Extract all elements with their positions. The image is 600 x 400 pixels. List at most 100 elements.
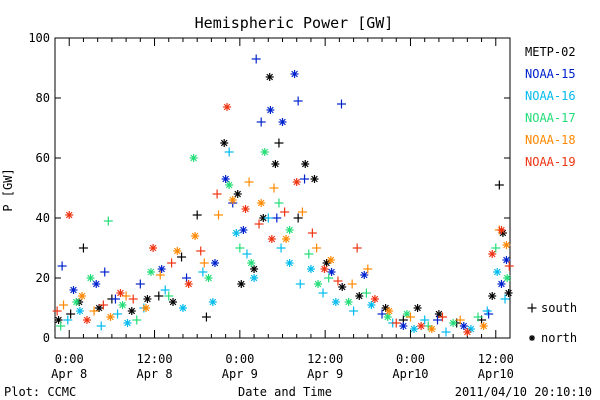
legend-entry-metp-02: METP-02 [525,45,576,59]
data-point-noaa-18-north [257,199,266,207]
data-point-noaa-18-north [173,247,182,255]
data-point-noaa-17-south [304,249,314,259]
series-legend: METP-02 NOAA-15 NOAA-16 NOAA-17 NOAA-18 NOAA-… [525,45,576,169]
star-stroke [314,280,322,288]
data-point-noaa-15-south [110,294,120,304]
data-point-noaa-17-south [164,291,174,301]
star-stroke [124,319,131,327]
x-tick-label-date: Apr10 [478,367,514,381]
data-point-noaa-18-north [326,256,335,264]
data-point-metp-02-south [78,243,88,253]
star-stroke [65,211,73,219]
data-point-noaa-15-north [459,322,468,330]
star-stroke [332,298,340,306]
star-stroke [261,148,269,156]
star-stroke [144,295,151,303]
y-axis: 0 20 40 60 80 100 [28,31,510,345]
data-point-noaa-17-south [324,273,334,283]
data-point-noaa-17-north [86,274,95,282]
star-stroke [257,199,265,207]
data-point-noaa-18-north [106,313,115,321]
data-point-metp-02-south [192,210,202,220]
data-point-noaa-19-north [223,103,232,111]
x-axis-label: Date and Time [238,385,332,399]
data-point-noaa-17-north [314,280,323,288]
star-stroke [499,229,507,237]
data-point-noaa-15-south [135,279,145,289]
data-point-noaa-17-north [344,298,353,306]
data-point-noaa-16-north [493,268,502,276]
data-point-noaa-15-south [256,117,266,127]
legend-entry-noaa-15: NOAA-15 [525,67,576,81]
star-stroke [169,298,177,306]
data-point-noaa-16-north [285,259,294,267]
data-point-noaa-16-south [441,327,451,337]
data-point-noaa-16-north [410,325,419,333]
star-stroke [242,205,249,213]
data-point-noaa-19-north [320,265,329,273]
star-stroke [384,313,392,321]
data-point-noaa-19-south [167,258,177,268]
data-point-metp-02-north [250,265,259,273]
star-stroke [237,280,245,288]
star-stroke [229,196,237,204]
star-stroke [488,292,496,300]
data-point-noaa-17-north [449,319,458,327]
data-point-noaa-18-north [427,325,436,333]
star-stroke [360,271,368,279]
symbol-legend-north: north [529,331,577,345]
data-point-noaa-16-south [96,321,106,331]
star-stroke [410,325,418,333]
data-point-metp-02-north [233,190,242,198]
star-stroke [345,298,352,306]
data-point-noaa-15-south [100,267,110,277]
legend-entry-noaa-19: NOAA-19 [525,155,576,169]
data-point-metp-02-north [322,259,331,267]
star-stroke [417,322,425,330]
symbol-legend-south: south [527,301,577,315]
star-stroke [205,274,212,282]
star-stroke [279,118,286,126]
data-point-noaa-17-north [285,226,294,234]
data-point-noaa-19-south [307,228,317,238]
symbol-legend-label: north [541,331,577,345]
chart-title: Hemispheric Power [GW] [195,14,394,32]
data-point-metp-02-north [265,73,274,81]
data-point-metp-02-north [220,139,229,147]
data-point-noaa-16-south [500,294,510,304]
star-stroke [338,283,346,291]
star-stroke [307,265,315,273]
data-point-noaa-18-north [78,292,87,300]
x-tick-label-date: Apr10 [392,367,428,381]
data-point-noaa-19-south [280,207,290,217]
data-point-metp-02-north [504,289,513,297]
star-stroke [55,316,62,324]
x-tick-label-time: 12:00 [478,352,514,366]
data-point-metp-02-south [154,291,164,301]
data-point-noaa-19-south [212,189,222,199]
star-stroke [173,247,181,255]
data-point-noaa-19-south [333,276,343,286]
data-point-noaa-17-south [103,216,113,226]
data-point-noaa-17-north [383,313,392,321]
data-point-noaa-15-north [157,265,166,273]
x-tick-label-date: Apr 9 [222,367,258,381]
data-point-noaa-16-south [276,243,286,253]
data-point-noaa-16-south [242,249,252,259]
star-stroke [327,256,335,264]
data-point-noaa-18-south [363,264,373,274]
data-point-noaa-15-south [272,213,282,223]
data-point-noaa-17-north [247,259,256,267]
star-stroke [385,307,393,315]
data-point-noaa-19-south [352,243,362,253]
data-point-noaa-16-north [306,265,315,273]
star-stroke [92,280,100,288]
data-point-noaa-15-north [266,106,275,114]
data-point-noaa-18-north [191,232,200,240]
star-stroke [179,304,187,312]
data-point-noaa-19-south [128,294,138,304]
star-stroke [95,304,103,312]
star-stroke [234,190,242,198]
data-point-noaa-16-north [250,274,259,282]
x-tick-label-time: 12:00 [307,352,343,366]
